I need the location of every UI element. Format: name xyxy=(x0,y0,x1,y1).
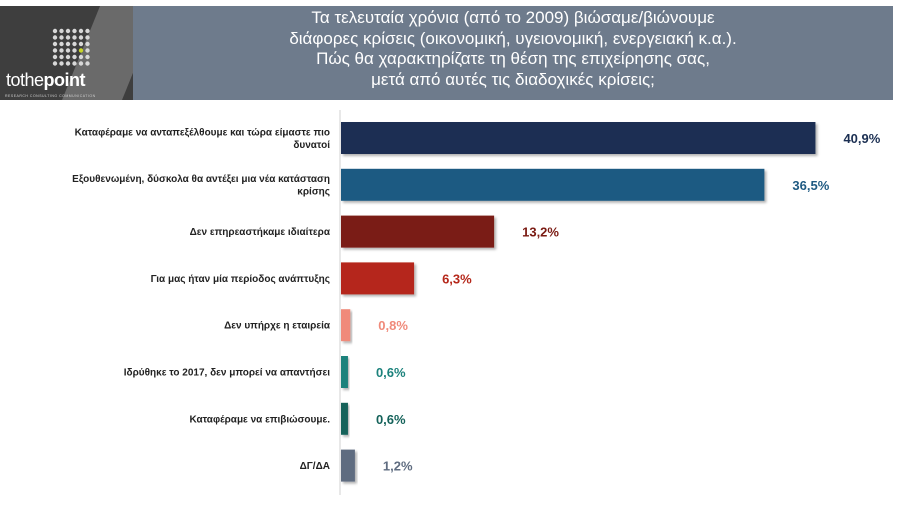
chart-question-title: Τα τελευταία χρόνια (από το 2009) βιώσαμ… xyxy=(133,8,893,90)
value-label: 0,6% xyxy=(376,365,406,380)
logo-dot xyxy=(65,35,71,40)
bar xyxy=(341,449,355,482)
bar-group: Καταφέραμε να ανταπεξέλθουμε και τώρα εί… xyxy=(72,122,881,482)
logo-dot xyxy=(78,48,84,53)
logo-dot xyxy=(59,54,64,60)
logo-dot xyxy=(59,48,64,53)
category-label-line: ΔΓ/ΔΑ xyxy=(300,461,330,472)
category-label: Δεν επηρεαστήκαμε ιδιαίτερα xyxy=(190,227,331,238)
logo-dot xyxy=(72,28,77,34)
title-band xyxy=(133,6,893,100)
logo-dot xyxy=(52,35,58,40)
category-label-line: Εξουθενωμένη, δύσκολα θα αντέξει μια νέα… xyxy=(72,174,330,185)
logo-dot xyxy=(78,28,84,34)
logo-dot xyxy=(59,35,64,40)
logo-dot xyxy=(72,61,77,66)
logo-dot xyxy=(65,54,71,60)
logo-wordmark-part2: point xyxy=(43,70,86,90)
category-label-line: Για μας ήταν μία περίοδος ανάπτυξης xyxy=(151,274,330,285)
title-line-4: μετά από αυτές τις διαδοχικές κρίσεις; xyxy=(371,69,655,89)
logo-dot xyxy=(52,48,58,53)
logo-dot xyxy=(65,61,71,66)
logo-dot xyxy=(78,54,84,60)
logo-dot xyxy=(59,41,64,47)
logo-wordmark-part1: tothe xyxy=(6,70,44,90)
title-line-2: διάφορες κρίσεις (οικονομική, υγειονομικ… xyxy=(289,28,737,48)
category-label-line: Δεν υπήρχε η εταιρεία xyxy=(224,321,331,332)
category-label: Ιδρύθηκε το 2017, δεν μπορεί να απαντήσε… xyxy=(124,368,330,379)
bar xyxy=(341,356,348,388)
category-label: Για μας ήταν μία περίοδος ανάπτυξης xyxy=(151,274,330,285)
logo-tagline: RESEARCH CONSULTING COMMUNICATION xyxy=(5,94,96,98)
logo-dot xyxy=(85,48,90,53)
header: tothepoint RESEARCH CONSULTING COMMUNICA… xyxy=(0,0,900,100)
bar xyxy=(341,168,765,201)
logo-dot xyxy=(85,28,90,34)
logo-dot xyxy=(52,54,58,60)
logo-dot xyxy=(65,48,71,53)
logo-dot xyxy=(85,61,90,66)
bar xyxy=(341,122,816,154)
value-label: 0,8% xyxy=(378,318,408,333)
category-label-line: Δεν επηρεαστήκαμε ιδιαίτερα xyxy=(190,227,331,238)
logo-dot-grid-icon xyxy=(52,28,90,66)
logo-dot xyxy=(52,28,58,34)
logo-wordmark: tothepoint xyxy=(6,70,86,91)
logo-dot xyxy=(78,61,84,66)
category-label: Εξουθενωμένη, δύσκολα θα αντέξει μια νέα… xyxy=(72,174,330,198)
logo-dot xyxy=(52,41,58,47)
bar xyxy=(341,215,495,248)
category-label-line: κρίσης xyxy=(297,187,330,198)
value-label: 0,6% xyxy=(376,412,406,427)
bar xyxy=(341,402,348,435)
bar-chart: Καταφέραμε να ανταπεξέλθουμε και τώρα εί… xyxy=(72,110,881,495)
logo-dot xyxy=(78,35,84,40)
value-label: 6,3% xyxy=(442,271,472,286)
logo-dot xyxy=(78,41,84,47)
category-label-line: Ιδρύθηκε το 2017, δεν μπορεί να απαντήσε… xyxy=(124,368,330,379)
logo-dot xyxy=(52,61,58,66)
logo-dot xyxy=(72,54,77,60)
logo-dot xyxy=(72,35,77,40)
category-label: ΔΓ/ΔΑ xyxy=(300,461,330,472)
logo-dot xyxy=(85,41,90,47)
logo-dot xyxy=(65,28,71,34)
value-label: 40,9% xyxy=(843,131,880,146)
category-label-line: Καταφέραμε να επιβιώσουμε. xyxy=(189,414,330,425)
value-label: 1,2% xyxy=(383,459,413,474)
logo-dot xyxy=(59,28,64,34)
logo-dot xyxy=(59,61,64,66)
bar xyxy=(341,309,351,342)
category-label: Δεν υπήρχε η εταιρεία xyxy=(224,321,331,332)
logo-dot xyxy=(72,48,77,53)
category-label: Καταφέραμε να ανταπεξέλθουμε και τώρα εί… xyxy=(75,127,331,151)
category-label-line: δυνατοί xyxy=(293,140,330,151)
category-label-line: Καταφέραμε να ανταπεξέλθουμε και τώρα εί… xyxy=(75,127,330,138)
title-line-3: Πώς θα χαρακτηρίζατε τη θέση της επιχείρ… xyxy=(316,49,710,68)
category-label: Καταφέραμε να επιβιώσουμε. xyxy=(189,414,330,425)
logo-dot xyxy=(72,41,77,47)
title-line-1: Τα τελευταία χρόνια (από το 2009) βιώσαμ… xyxy=(311,8,715,27)
bar xyxy=(341,262,415,295)
value-label: 36,5% xyxy=(792,178,829,193)
logo-dot xyxy=(65,41,71,47)
value-label: 13,2% xyxy=(522,225,559,240)
logo-dot xyxy=(85,35,90,40)
logo-dot xyxy=(85,54,90,60)
logo: tothepoint RESEARCH CONSULTING COMMUNICA… xyxy=(0,6,133,100)
